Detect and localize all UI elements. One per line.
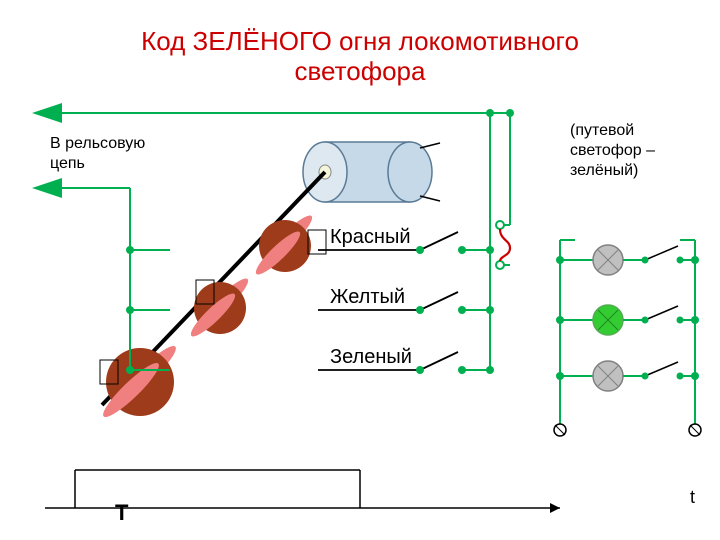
- timing-diagram: T t: [45, 470, 695, 525]
- svg-text:Зеленый: Зеленый: [330, 346, 412, 368]
- lamp-row-3: [556, 361, 699, 391]
- title-line1: Код ЗЕЛЁНОГО огня локомотивного: [141, 26, 579, 56]
- switch-row-yellow: Желтый: [126, 286, 494, 314]
- lamp-row-1: [556, 245, 699, 275]
- rail-top-arrow: [32, 103, 62, 123]
- title-line2: светофора: [295, 56, 427, 86]
- signal-label-3: зелёный): [570, 162, 638, 179]
- cam-green: [98, 341, 181, 422]
- rail-label-line1: В рельсовую: [50, 135, 145, 152]
- switch-row-green: Зеленый: [126, 346, 494, 374]
- cam-red: [252, 211, 317, 279]
- lamp-panel: [554, 240, 701, 436]
- rail-bottom-arrow: [32, 178, 62, 198]
- svg-text:t: t: [690, 487, 695, 507]
- svg-text:Желтый: Желтый: [330, 286, 405, 308]
- lamp-row-2: [556, 305, 699, 335]
- svg-text:Красный: Красный: [330, 226, 411, 248]
- svg-text:T: T: [115, 500, 129, 525]
- rail-label-line2: цепь: [50, 155, 85, 172]
- ac-source: [496, 221, 510, 269]
- signal-label-1: (путевой: [570, 122, 634, 139]
- signal-label-2: светофор –: [570, 142, 655, 159]
